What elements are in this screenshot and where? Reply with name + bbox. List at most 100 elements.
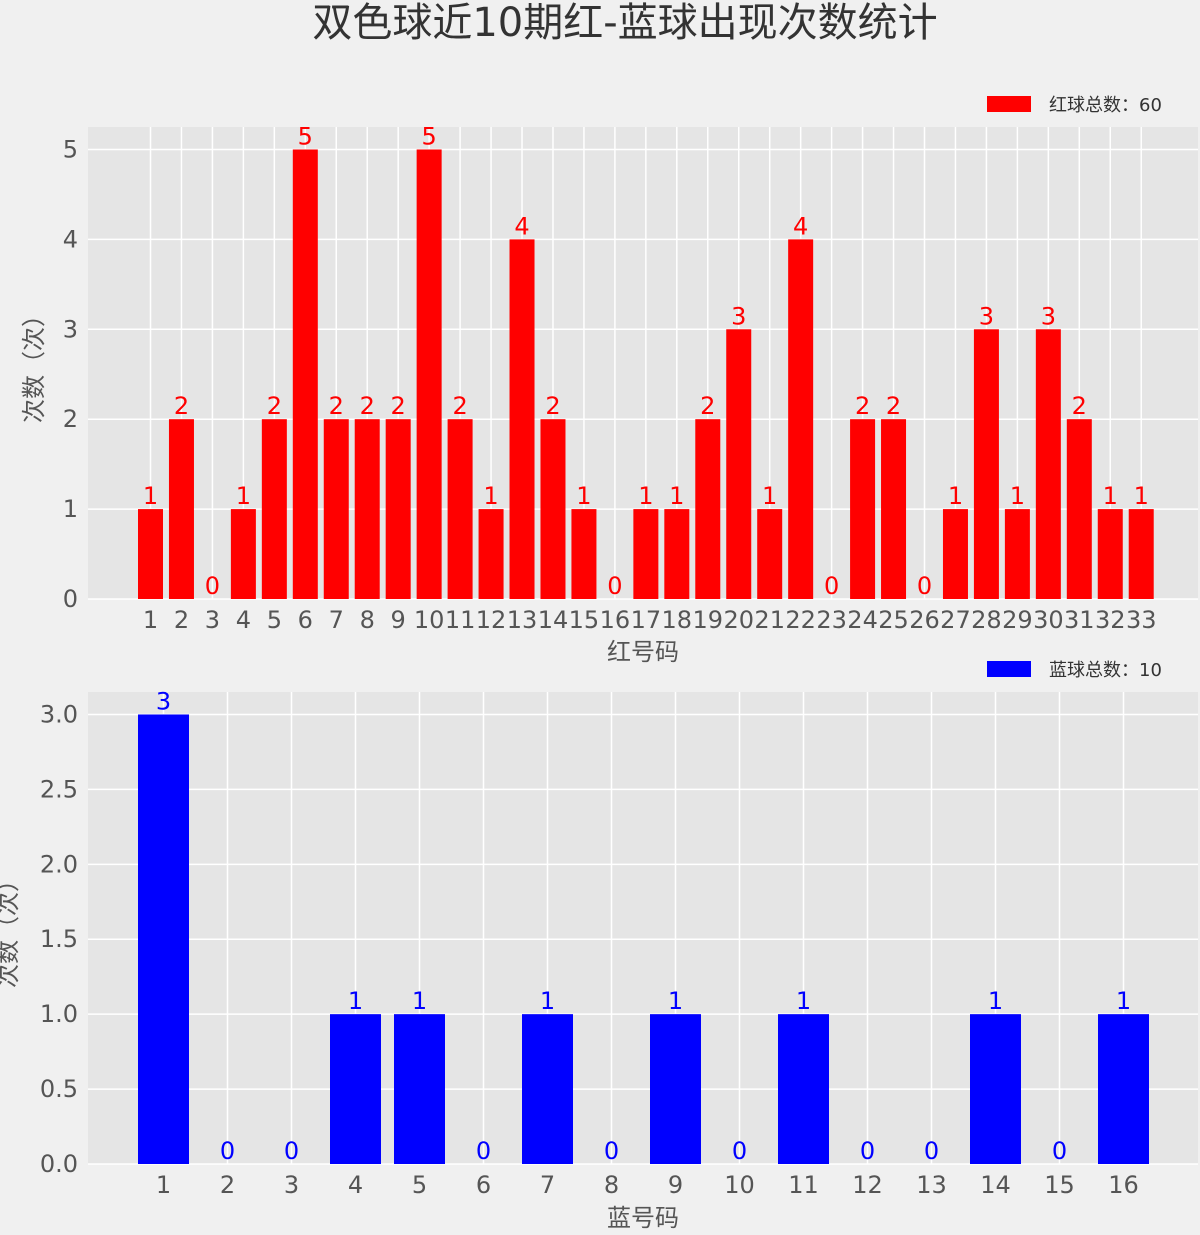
x-tick-label: 7: [329, 606, 344, 634]
x-tick-label: 4: [236, 606, 251, 634]
y-tick-label: 2: [63, 405, 78, 433]
x-tick-label: 6: [298, 606, 313, 634]
data-label: 2: [452, 392, 467, 420]
x-tick-label: 18: [662, 606, 693, 634]
x-tick-label: 24: [847, 606, 878, 634]
x-tick-label: 31: [1064, 606, 1095, 634]
data-label: 2: [1072, 392, 1087, 420]
x-tick-label: 10: [414, 606, 445, 634]
data-label: 5: [421, 122, 436, 150]
data-label: 0: [205, 572, 220, 600]
bar: [778, 1014, 829, 1164]
bar: [1097, 509, 1123, 599]
data-label: 1: [1010, 482, 1025, 510]
x-tick-label: 11: [445, 606, 476, 634]
data-label: 1: [412, 987, 427, 1015]
data-label: 5: [298, 122, 313, 150]
data-label: 3: [1041, 302, 1056, 330]
y-tick-label: 1.0: [40, 1000, 78, 1028]
x-tick-label: 19: [693, 606, 724, 634]
bar: [354, 419, 380, 599]
bar: [664, 509, 690, 599]
bar: [138, 509, 163, 599]
data-label: 1: [669, 482, 684, 510]
y-tick-label: 3: [63, 315, 78, 343]
data-label: 4: [793, 212, 808, 240]
x-tick-label: 29: [1002, 606, 1033, 634]
legend-label: 红球总数：60: [1049, 95, 1162, 116]
x-tick-label: 33: [1126, 606, 1157, 634]
x-tick-label: 21: [754, 606, 785, 634]
bar: [323, 419, 349, 599]
bar: [292, 149, 318, 599]
bar: [540, 419, 566, 599]
bar: [788, 239, 814, 599]
bar: [970, 1014, 1021, 1164]
data-label: 2: [329, 392, 344, 420]
chart-title: 双色球近10期红-蓝球出现次数统计: [312, 0, 937, 46]
bar: [478, 509, 504, 599]
bar: [416, 149, 442, 599]
y-tick-label: 1.5: [40, 925, 78, 953]
data-label: 0: [1052, 1137, 1067, 1165]
x-tick-label: 13: [507, 606, 538, 634]
bar: [973, 329, 999, 599]
bar: [850, 419, 876, 599]
bar: [1128, 509, 1154, 599]
x-tick-label: 26: [909, 606, 940, 634]
x-tick-label: 12: [852, 1171, 883, 1199]
data-label: 0: [824, 572, 839, 600]
x-tick-label: 25: [878, 606, 909, 634]
bar: [168, 419, 194, 599]
data-label: 3: [979, 302, 994, 330]
y-axis-label: 次数（次）: [20, 303, 48, 423]
data-label: 1: [1134, 482, 1149, 510]
data-label: 1: [143, 482, 158, 510]
x-tick-label: 27: [940, 606, 971, 634]
bar: [942, 509, 968, 599]
legend-swatch: [987, 661, 1031, 677]
x-tick-label: 23: [816, 606, 847, 634]
x-tick-label: 4: [348, 1171, 363, 1199]
data-label: 0: [607, 572, 622, 600]
x-tick-label: 14: [538, 606, 569, 634]
y-tick-label: 1: [63, 495, 78, 523]
x-tick-label: 22: [785, 606, 816, 634]
y-tick-label: 0: [63, 585, 78, 613]
x-tick-label: 16: [1108, 1171, 1139, 1199]
bar: [1035, 329, 1061, 599]
x-tick-label: 2: [220, 1171, 235, 1199]
data-label: 1: [1116, 987, 1131, 1015]
x-tick-label: 3: [284, 1171, 299, 1199]
data-label: 0: [732, 1137, 747, 1165]
x-tick-label: 5: [412, 1171, 427, 1199]
x-tick-label: 30: [1033, 606, 1064, 634]
data-label: 2: [886, 392, 901, 420]
x-tick-label: 11: [788, 1171, 819, 1199]
data-label: 0: [284, 1137, 299, 1165]
bar: [1004, 509, 1030, 599]
data-label: 1: [483, 482, 498, 510]
bar: [522, 1014, 573, 1164]
bar: [1066, 419, 1092, 599]
data-label: 1: [540, 987, 555, 1015]
x-tick-label: 1: [156, 1171, 171, 1199]
data-label: 2: [360, 392, 375, 420]
bar: [650, 1014, 701, 1164]
bar: [394, 1014, 445, 1164]
y-axis-label: 次数（次）: [0, 868, 22, 988]
x-tick-label: 10: [724, 1171, 755, 1199]
data-label: 1: [348, 987, 363, 1015]
data-label: 0: [476, 1137, 491, 1165]
bar: [447, 419, 473, 599]
bar: [261, 419, 287, 599]
bar: [1098, 1014, 1149, 1164]
bar: [695, 419, 721, 599]
y-tick-label: 2.0: [40, 850, 78, 878]
x-tick-label: 17: [631, 606, 662, 634]
bar: [509, 239, 535, 599]
bar: [230, 509, 256, 599]
legend-label: 蓝球总数：10: [1049, 660, 1162, 681]
